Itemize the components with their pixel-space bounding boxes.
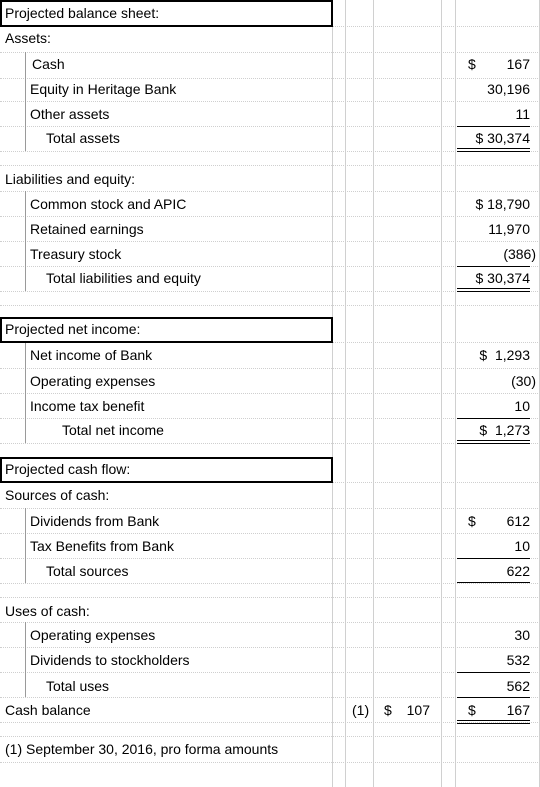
- row-value: (386): [503, 246, 536, 262]
- net-income-title: Projected net income:: [5, 321, 141, 337]
- balance-sheet-title: Projected balance sheet:: [5, 5, 160, 21]
- dollar-sign: $: [468, 702, 476, 718]
- row-label: Other assets: [30, 106, 110, 122]
- liabilities-header: Liabilities and equity:: [5, 171, 135, 187]
- underline: [457, 266, 530, 267]
- total-value: $ 30,374: [475, 130, 531, 146]
- total-value: $ 30,374: [475, 270, 531, 286]
- row-value: 10: [514, 538, 530, 554]
- total-value: $ 1,273: [479, 422, 530, 438]
- row-label: Common stock and APIC: [30, 196, 187, 212]
- row-value: $ 1,293: [479, 347, 530, 363]
- row-value: (30): [511, 373, 536, 389]
- underline: [457, 582, 530, 583]
- cash-flow-title: Projected cash flow:: [5, 461, 131, 477]
- row-label: Tax Benefits from Bank: [30, 538, 174, 554]
- row-label: Cash: [32, 56, 65, 72]
- footnote: (1) September 30, 2016, pro forma amount…: [5, 741, 279, 757]
- indent-bar: [25, 342, 26, 443]
- section-title-box: [0, 457, 333, 483]
- footnote-ref: (1): [352, 702, 370, 718]
- underline: [457, 697, 530, 698]
- total-label: Total net income: [62, 422, 164, 438]
- total-label: Total uses: [46, 678, 110, 694]
- section-title-box: [0, 317, 333, 343]
- row-label: Income tax benefit: [30, 398, 145, 414]
- total-value: 622: [506, 563, 530, 579]
- uses-header: Uses of cash:: [5, 603, 90, 619]
- proforma-value: 107: [406, 702, 430, 718]
- underline: [457, 672, 530, 673]
- row-value: 532: [506, 652, 530, 668]
- indent-bar: [25, 191, 26, 291]
- double-underline: [457, 720, 530, 724]
- row-label: Dividends from Bank: [30, 513, 160, 529]
- sources-header: Sources of cash:: [5, 487, 110, 503]
- row-label: Treasury stock: [30, 246, 122, 262]
- double-underline: [457, 288, 530, 292]
- row-value: 30: [514, 627, 530, 643]
- total-label: Total liabilities and equity: [46, 270, 201, 286]
- row-value: 612: [506, 513, 530, 529]
- row-value: 30,196: [487, 81, 530, 97]
- row-label: Retained earnings: [30, 221, 144, 237]
- indent-bar: [25, 622, 26, 697]
- row-value: 167: [506, 56, 530, 72]
- total-label: Total sources: [46, 563, 129, 579]
- row-value: 10: [514, 398, 530, 414]
- indent-bar: [25, 52, 26, 151]
- row-label: Operating expenses: [30, 373, 156, 389]
- row-label: Net income of Bank: [30, 347, 153, 363]
- row-value: $ 18,790: [475, 196, 531, 212]
- double-underline: [457, 440, 530, 444]
- row-value: 11: [515, 106, 530, 122]
- dollar-sign: $: [468, 513, 476, 529]
- row-value: 11,970: [488, 221, 530, 237]
- cash-balance-value: 167: [506, 702, 530, 718]
- underline: [457, 126, 530, 127]
- dollar-sign: $: [468, 56, 476, 72]
- row-label: Operating expenses: [30, 627, 156, 643]
- assets-header: Assets:: [5, 30, 51, 46]
- double-underline: [457, 148, 530, 152]
- section-title-box: [0, 0, 333, 27]
- underline: [457, 558, 530, 559]
- total-value: 562: [506, 678, 530, 694]
- total-label: Total assets: [46, 130, 120, 146]
- indent-bar: [25, 508, 26, 583]
- row-label: Equity in Heritage Bank: [30, 81, 177, 97]
- dollar-sign: $: [384, 702, 392, 718]
- row-label: Dividends to stockholders: [30, 652, 190, 668]
- underline: [457, 418, 530, 419]
- cash-balance-label: Cash balance: [5, 702, 91, 718]
